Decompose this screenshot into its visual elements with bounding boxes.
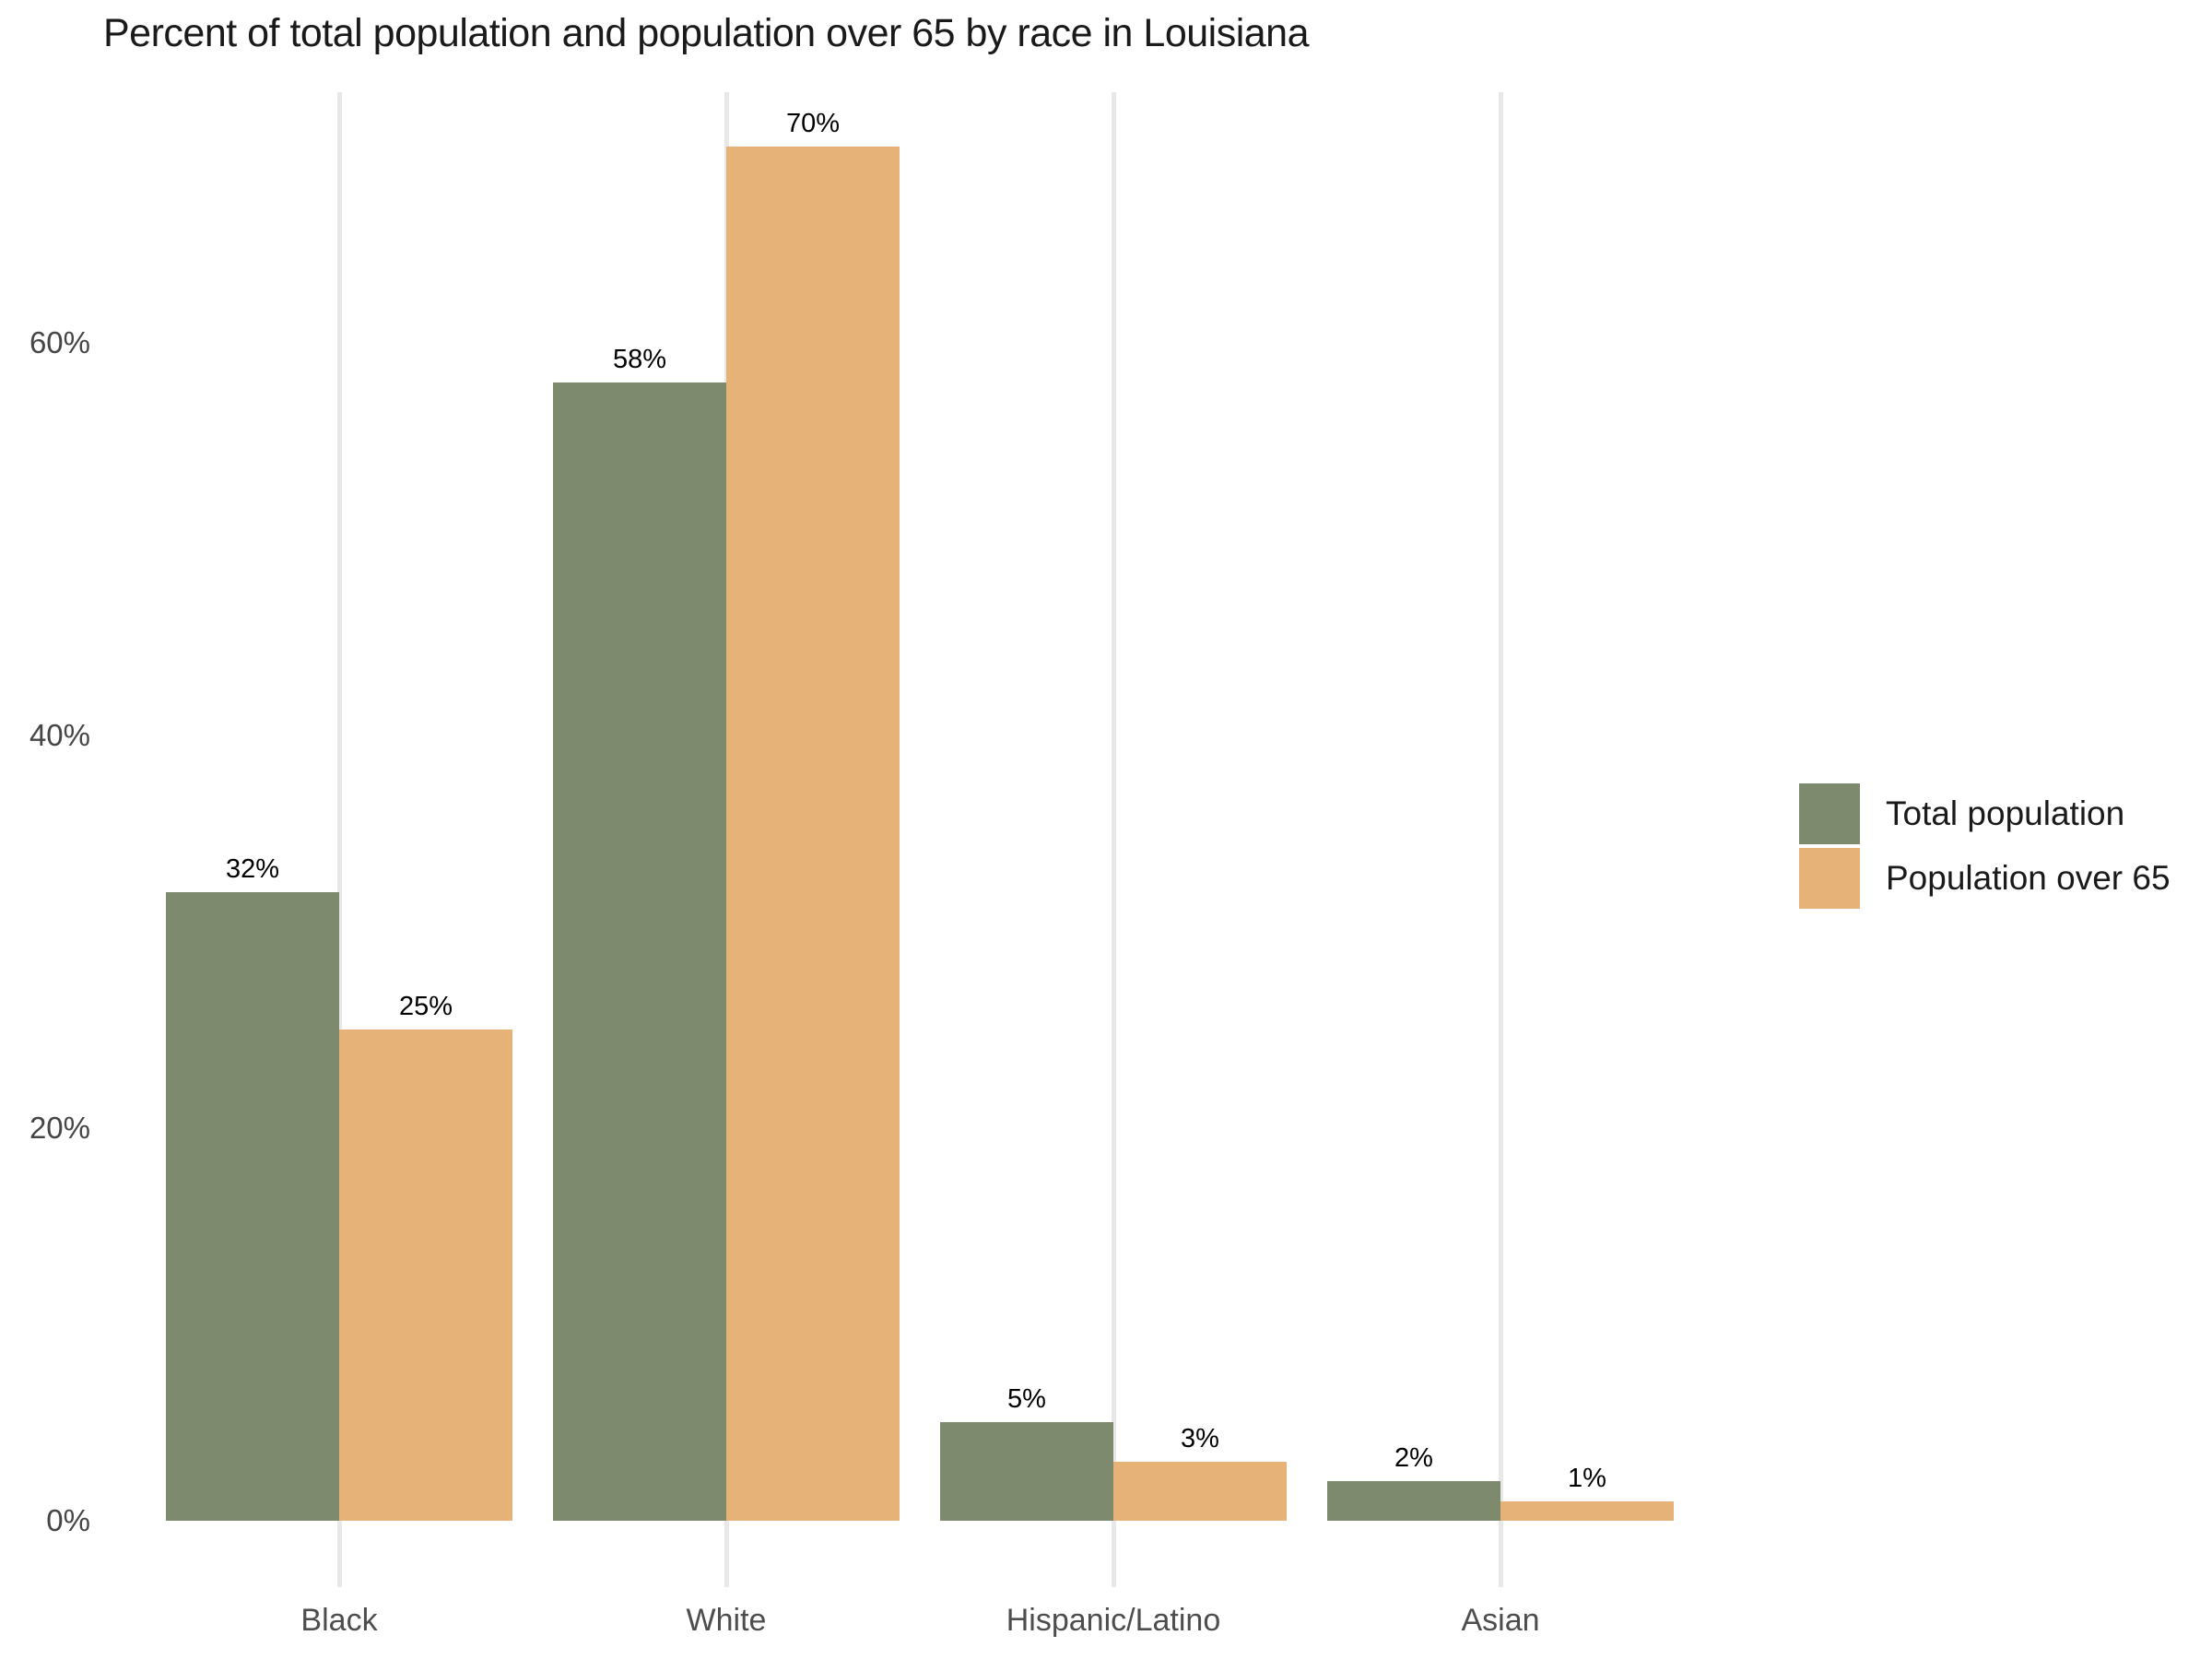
y-tick-label-60: 60%	[29, 325, 90, 359]
bar-population-over-65-asian	[1500, 1501, 1674, 1521]
bar-total-population-white	[553, 382, 726, 1521]
gridline-black	[337, 92, 342, 1587]
bar-total-population-asian	[1327, 1481, 1500, 1521]
legend-item-total-population: Total population	[1799, 783, 2171, 844]
legend-label-total-population: Total population	[1886, 794, 2125, 832]
gridline-asian	[1499, 92, 1503, 1587]
bar-population-over-65-black	[339, 1030, 512, 1521]
legend-label-population-over-65: Population over 65	[1886, 859, 2171, 897]
legend-swatch-total-population	[1799, 783, 1860, 844]
y-tick-label-20: 20%	[29, 1111, 90, 1145]
legend: Total population Population over 65	[1799, 783, 2171, 912]
bar-population-over-65-hispanic-latino	[1113, 1462, 1287, 1521]
value-label-total-population-asian: 2%	[1394, 1443, 1433, 1473]
value-label-population-over-65-hispanic-latino: 3%	[1181, 1424, 1219, 1453]
legend-item-population-over-65: Population over 65	[1799, 848, 2171, 909]
chart-title: Percent of total population and populati…	[103, 11, 1310, 55]
x-tick-label-asian: Asian	[1461, 1603, 1540, 1638]
value-label-total-population-white: 58%	[612, 345, 667, 374]
y-tick-label-40: 40%	[29, 718, 90, 752]
bar-population-over-65-white	[726, 147, 900, 1521]
gridline-hispanic-latino	[1112, 92, 1116, 1587]
x-tick-label-hispanic-latino: Hispanic/Latino	[1006, 1603, 1221, 1638]
y-tick-label-0: 0%	[46, 1503, 90, 1537]
value-label-population-over-65-black: 25%	[398, 992, 453, 1021]
bar-total-population-black	[166, 892, 339, 1521]
value-label-population-over-65-white: 70%	[785, 109, 841, 138]
value-label-population-over-65-asian: 1%	[1568, 1464, 1606, 1493]
x-tick-label-white: White	[686, 1603, 767, 1638]
value-label-total-population-black: 32%	[225, 854, 280, 884]
value-label-total-population-hispanic-latino: 5%	[1007, 1384, 1046, 1414]
x-tick-label-black: Black	[300, 1603, 378, 1638]
legend-swatch-population-over-65	[1799, 848, 1860, 909]
bar-total-population-hispanic-latino	[940, 1422, 1113, 1521]
